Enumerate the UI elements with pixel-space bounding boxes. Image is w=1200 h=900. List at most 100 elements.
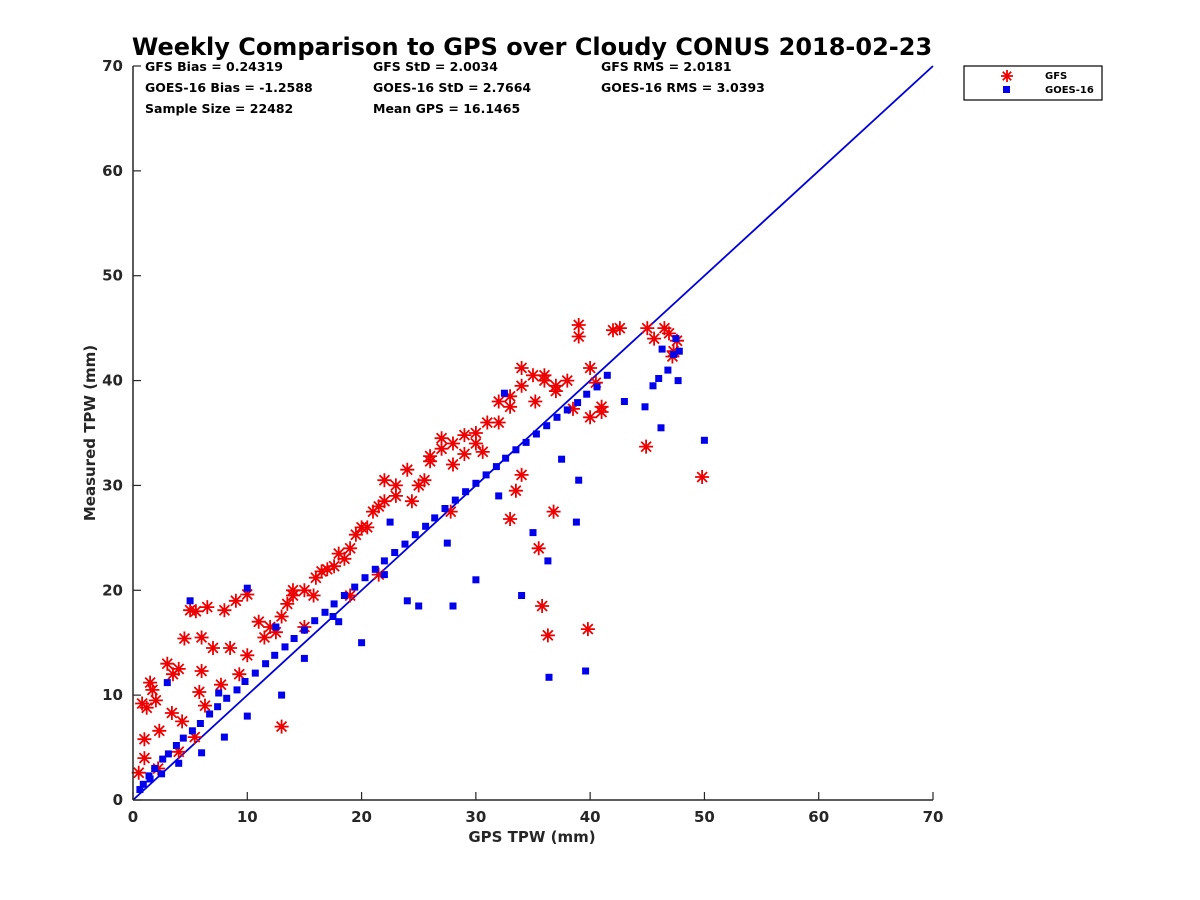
goes16-point [163, 679, 171, 687]
goes16-point [582, 667, 590, 675]
goes16-point [391, 549, 399, 556]
gfs-point [377, 473, 392, 488]
gfs-point [423, 454, 438, 469]
gfs-point [404, 494, 419, 509]
gfs-point [183, 603, 198, 618]
gfs-point [566, 401, 580, 416]
goes16-point [172, 742, 180, 749]
goes16-point [214, 703, 222, 711]
y-axis-label: Measured TPW (mm) [81, 345, 99, 521]
gfs-point [268, 625, 283, 640]
goes16-point [243, 712, 251, 720]
goes16-point [335, 618, 343, 626]
gfs-point [194, 664, 209, 678]
gfs-point [327, 559, 342, 574]
gfs-point [131, 765, 146, 780]
gfs-point [274, 719, 289, 734]
gfs-point [388, 488, 403, 503]
y-tick-label: 20 [102, 581, 123, 599]
gfs-point [514, 467, 529, 482]
gfs-point [491, 394, 506, 409]
gfs-point [411, 478, 426, 493]
goes16-point [136, 786, 144, 793]
gfs-point [434, 441, 449, 456]
goes16-point [329, 613, 337, 620]
goes16-points [136, 335, 708, 793]
gfs-point [475, 444, 490, 459]
gfs-point [535, 599, 550, 613]
stat-gfs-bias: GFS Bias = 0.24319 [145, 59, 283, 74]
goes16-point [583, 390, 591, 398]
goes16-point [411, 531, 419, 539]
plot-area [131, 65, 934, 801]
goes16-point [574, 399, 582, 407]
goes16-point [380, 557, 388, 565]
gfs-point [194, 630, 209, 645]
gfs-point [232, 667, 247, 682]
goes16-point [664, 366, 672, 374]
gfs-point [274, 609, 289, 624]
gfs-point [571, 329, 586, 344]
gfs-point [612, 321, 627, 336]
gfs-point [171, 744, 186, 759]
goes16-point [518, 592, 526, 599]
gfs-point [198, 698, 212, 713]
goes16-point [386, 518, 394, 526]
goes16-point [358, 639, 366, 647]
gfs-point [662, 326, 676, 341]
goes16-point [271, 651, 279, 659]
chart-title: Weekly Comparison to GPS over Cloudy CON… [132, 33, 932, 61]
gfs-point [145, 682, 160, 697]
goes16-point [233, 686, 241, 694]
goes16-point [529, 529, 537, 537]
gfs-point [468, 436, 483, 451]
gfs-point [480, 415, 495, 430]
gfs-point [639, 439, 654, 454]
gfs-point [343, 541, 358, 556]
gfs-point [560, 373, 575, 388]
goes16-point [159, 755, 167, 763]
gfs-point [152, 723, 167, 738]
x-tick-label: 20 [351, 808, 372, 826]
gfs-point [166, 667, 180, 682]
gfs-point [548, 378, 563, 393]
axes: 0 10 20 30 40 50 60 70 0 10 20 30 40 50 60 70 [102, 57, 943, 826]
goes16-point [655, 375, 663, 382]
goes16-point [674, 377, 682, 385]
goes16-point [351, 583, 359, 591]
gfs-point [588, 375, 603, 390]
goes16-point [672, 335, 680, 343]
legend-gfs-marker [1001, 70, 1013, 82]
goes16-point [175, 759, 183, 767]
goes16-point [572, 518, 580, 526]
gfs-point [306, 588, 321, 603]
y-ticks: 0 10 20 30 40 50 60 70 [102, 57, 141, 809]
gfs-point [337, 551, 352, 566]
goes16-point [657, 424, 665, 432]
gfs-point [594, 399, 609, 414]
gfs-point [606, 323, 620, 338]
goes16-point [575, 476, 583, 484]
gfs-point [647, 331, 662, 346]
goes16-point [449, 602, 457, 610]
goes16-point [422, 522, 430, 530]
gfs-point [308, 570, 323, 585]
goes16-point [300, 654, 308, 662]
gfs-point [297, 583, 312, 598]
gfs-point [240, 648, 255, 663]
gfs-point [503, 389, 518, 404]
gfs-point [348, 527, 363, 542]
goes16-point [495, 492, 503, 500]
legend-goes16-marker [1003, 86, 1010, 93]
goes16-point [649, 382, 657, 390]
x-tick-label: 60 [808, 808, 829, 826]
gfs-point [164, 706, 179, 720]
goes16-point [198, 749, 206, 757]
gfs-point [192, 685, 207, 699]
goes16-point [700, 436, 708, 444]
goes16-point [179, 734, 187, 742]
goes16-point [361, 574, 369, 582]
x-tick-label: 50 [694, 808, 715, 826]
gfs-point [503, 512, 518, 526]
gfs-point [546, 504, 561, 519]
